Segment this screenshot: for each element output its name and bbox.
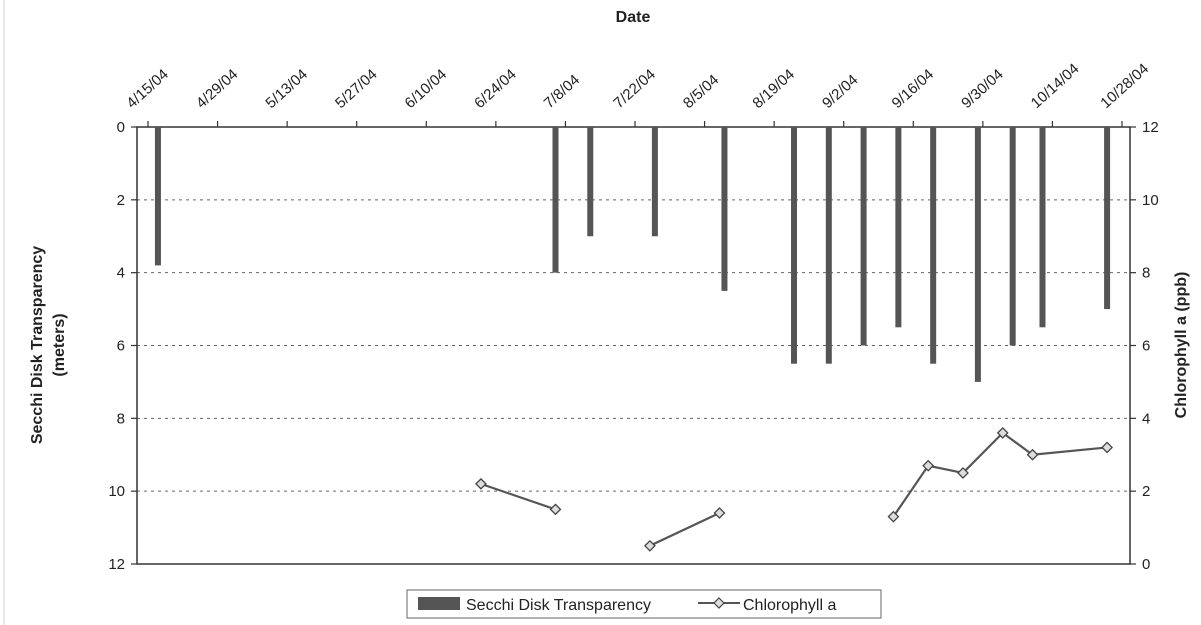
left-tick-label: 2 [117, 192, 125, 209]
x-axis-title: Date [616, 9, 651, 26]
x-axis-tick-labels: 4/15/04 4/29/04 5/13/04 5/27/04 6/10/04 6/24/… [123, 60, 1152, 127]
chlorophyll-point [643, 539, 656, 552]
legend-bar-swatch [418, 597, 460, 610]
legend-label-secchi: Secchi Disk Transparency [466, 597, 651, 614]
x-tick-label: 8/5/04 [680, 71, 722, 112]
right-tick-label: 8 [1142, 265, 1150, 282]
chlorophyll-point [475, 477, 487, 490]
chlorophyll-point [1101, 441, 1114, 454]
chlorophyll-point [957, 467, 969, 479]
left-tick-label: 10 [108, 483, 125, 500]
left-tick-label: 12 [108, 556, 125, 573]
secchi-bar [1039, 127, 1046, 328]
right-axis-ticks: 0 2 4 6 8 10 12 [1130, 119, 1159, 573]
secchi-bars [154, 127, 1111, 382]
chlorophyll-point [549, 503, 562, 516]
secchi-bar [552, 127, 559, 273]
secchi-bar [974, 127, 981, 382]
secchi-bar [860, 127, 867, 346]
secchi-bar [721, 127, 728, 291]
x-tick-label: 10/14/04 [1028, 60, 1083, 112]
chlorophyll-segment [480, 482, 556, 511]
secchi-bar [930, 127, 937, 364]
left-axis-ticks: 0 2 4 6 8 10 12 [108, 119, 137, 573]
chlorophyll-point [713, 507, 726, 519]
secchi-bar [791, 127, 798, 364]
x-tick-label: 6/24/04 [471, 66, 520, 112]
x-tick-label: 6/10/04 [402, 66, 451, 112]
right-tick-label: 12 [1142, 119, 1159, 136]
secchi-bar [154, 127, 161, 266]
left-tick-label: 4 [117, 265, 125, 282]
chlorophyll-line [475, 426, 1114, 552]
x-tick-label: 5/13/04 [262, 66, 311, 112]
left-tick-label: 8 [117, 410, 125, 427]
x-tick-label: 5/27/04 [332, 66, 381, 112]
x-tick-label: 8/19/04 [749, 66, 798, 112]
secchi-bar [895, 127, 902, 328]
chlorophyll-point [1026, 448, 1039, 461]
left-tick-label: 6 [117, 338, 125, 355]
x-tick-label: 7/22/04 [610, 66, 659, 112]
left-axis-title-line2: (meters) [51, 313, 68, 376]
secchi-bar [651, 127, 658, 237]
right-tick-label: 6 [1142, 338, 1150, 355]
x-tick-label: 4/15/04 [123, 66, 172, 112]
left-tick-label: 0 [117, 119, 125, 136]
legend-box [406, 589, 882, 619]
chlorophyll-segment [892, 431, 1108, 518]
chlorophyll-point [887, 510, 900, 523]
left-axis-title-line1: Secchi Disk Transparency [29, 246, 46, 444]
x-tick-label: 9/30/04 [958, 66, 1007, 112]
legend-label-chlorophyll: Chlorophyll a [743, 597, 836, 614]
right-tick-label: 0 [1142, 556, 1150, 573]
x-tick-label: 9/2/04 [819, 71, 861, 112]
right-tick-label: 2 [1142, 483, 1150, 500]
right-tick-label: 10 [1142, 192, 1159, 209]
chlorophyll-segment [649, 512, 720, 547]
x-tick-label: 7/8/04 [541, 71, 583, 112]
right-axis-title: Chlorophyll a (ppb) [1173, 272, 1190, 419]
legend-diamond-icon [713, 597, 725, 609]
gridlines [137, 199, 1130, 492]
secchi-bar [825, 127, 832, 364]
secchi-bar [1009, 127, 1016, 346]
secchi-bar [1104, 127, 1111, 310]
right-tick-label: 4 [1142, 410, 1150, 427]
x-tick-label: 4/29/04 [193, 66, 242, 112]
secchi-bar [587, 127, 594, 237]
x-tick-label: 10/28/04 [1097, 60, 1152, 112]
x-tick-label: 9/16/04 [889, 66, 938, 112]
legend: Secchi Disk Transparency Chlorophyll a [406, 589, 882, 619]
chlorophyll-point [922, 459, 935, 472]
chlorophyll-point [996, 426, 1009, 439]
